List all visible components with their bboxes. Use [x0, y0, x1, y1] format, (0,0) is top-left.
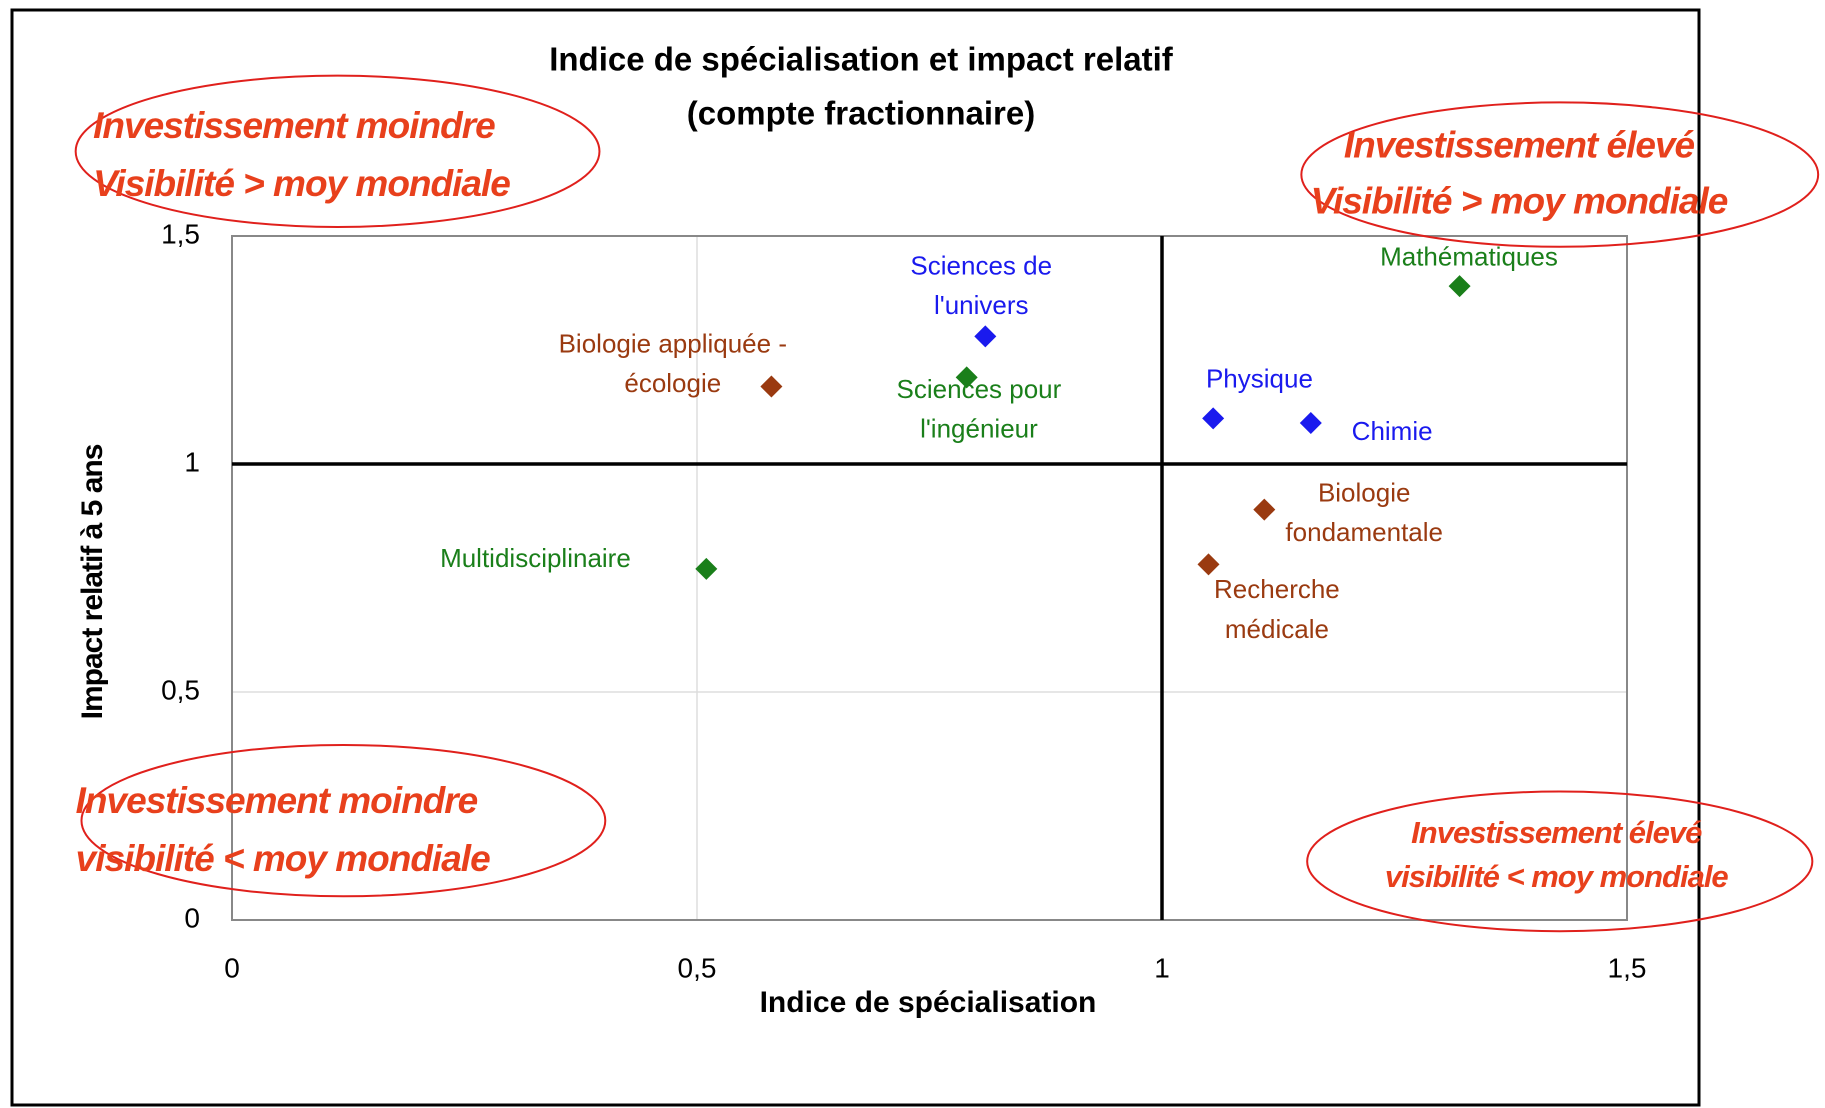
chart-title: (compte fractionnaire) — [687, 95, 1035, 132]
point-label: Physique — [1206, 364, 1313, 394]
y-tick-label: 1,5 — [161, 218, 200, 249]
y-tick-label: 0 — [184, 902, 200, 933]
annotation-ellipse — [1306, 790, 1814, 933]
data-point — [1202, 407, 1225, 430]
point-label: Multidisciplinaire — [440, 543, 631, 573]
x-tick-label: 0 — [224, 952, 240, 983]
quadrant-annotation: Investissement élevé — [1344, 125, 1695, 166]
quadrant-annotation: Visibilité > moy mondiale — [93, 163, 510, 204]
data-point — [1448, 275, 1471, 298]
quadrant-annotation: Investissement élevé — [1411, 815, 1702, 850]
data-point — [695, 557, 718, 580]
x-axis-label: Indice de spécialisation — [760, 986, 1097, 1019]
data-point — [760, 375, 783, 398]
y-tick-label: 0,5 — [161, 674, 200, 705]
annotation-ellipse — [1300, 101, 1820, 248]
quadrant-annotation: visibilité < moy mondiale — [1385, 859, 1729, 894]
data-point — [1197, 553, 1220, 576]
data-point — [974, 325, 997, 348]
data-point — [955, 366, 978, 389]
point-label: fondamentale — [1285, 517, 1443, 547]
y-axis-label: Impact relatif à 5 ans — [76, 444, 109, 719]
point-label: l'univers — [934, 290, 1029, 320]
point-label: Recherche — [1214, 574, 1340, 604]
point-label: Sciences de — [910, 251, 1052, 281]
quadrant-annotation: Investissement moindre — [76, 780, 478, 821]
chart-title: Indice de spécialisation et impact relat… — [549, 41, 1174, 78]
point-label: Chimie — [1352, 416, 1433, 446]
data-point — [1253, 498, 1276, 521]
point-label: Biologie appliquée - — [559, 329, 787, 359]
frame — [10, 8, 1701, 1107]
y-tick-label: 1 — [184, 446, 200, 477]
x-tick-label: 1 — [1154, 952, 1170, 983]
data-point — [1299, 411, 1322, 434]
quadrant-annotation: Investissement moindre — [93, 105, 495, 146]
annotation-ellipse — [74, 74, 601, 228]
point-label: médicale — [1225, 614, 1329, 644]
plot-border — [231, 235, 1628, 921]
x-tick-label: 1,5 — [1608, 952, 1647, 983]
quadrant-annotation: Visibilité > moy mondiale — [1311, 180, 1728, 221]
point-label: Biologie — [1318, 478, 1411, 508]
point-label: écologie — [624, 368, 721, 398]
annotation-ellipse — [80, 743, 607, 898]
point-label: Sciences pour — [897, 374, 1062, 404]
point-label: l'ingénieur — [920, 414, 1038, 444]
x-tick-label: 0,5 — [678, 952, 717, 983]
quadrant-annotation: visibilité < moy mondiale — [76, 838, 490, 879]
